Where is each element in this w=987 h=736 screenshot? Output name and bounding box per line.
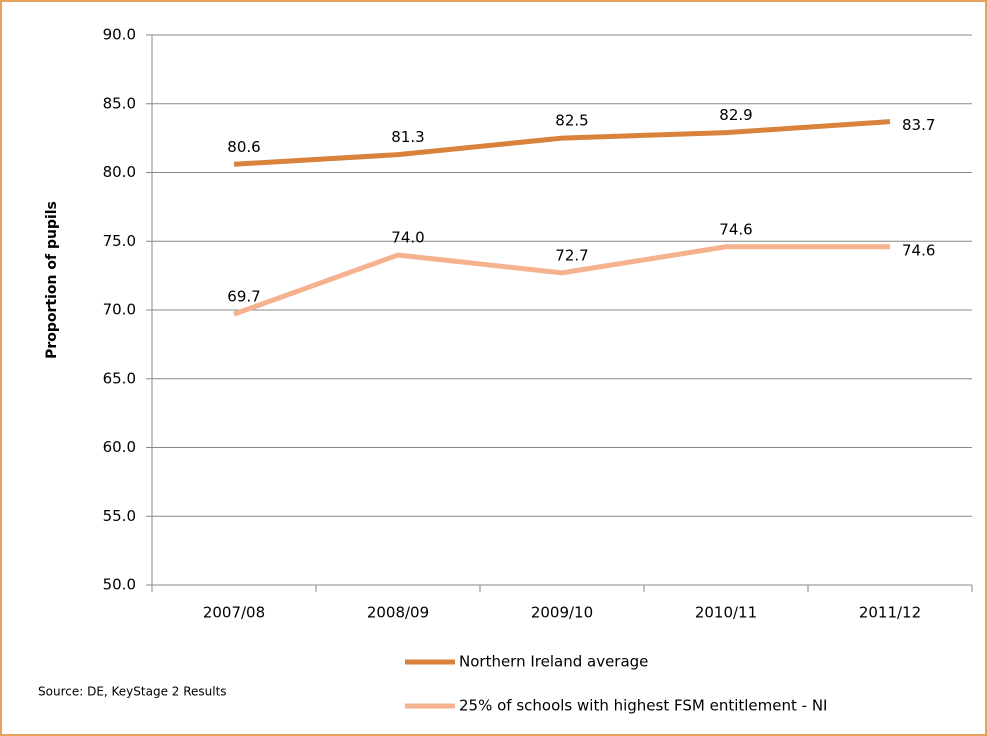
legend-label: Northern Ireland average	[459, 653, 648, 671]
data-label: 81.3	[391, 128, 424, 146]
y-axis-label: Proportion of pupils	[44, 201, 60, 359]
series-line	[233, 244, 890, 317]
series-line	[233, 119, 891, 167]
data-label: 74.0	[391, 229, 424, 247]
x-tick-label: 2009/10	[531, 604, 593, 622]
data-label: 74.6	[902, 241, 935, 259]
y-tick-label: 85.0	[103, 94, 136, 112]
y-tick-label: 75.0	[103, 232, 136, 250]
x-tick-label: 2007/08	[203, 604, 265, 622]
y-tick-label: 50.0	[103, 576, 136, 594]
data-label: 82.5	[555, 112, 588, 130]
y-tick-label: 60.0	[103, 438, 136, 456]
y-tick-label: 80.0	[103, 163, 136, 181]
x-tick-label: 2008/09	[367, 604, 429, 622]
y-tick-label: 90.0	[103, 26, 136, 44]
x-tick-label: 2010/11	[695, 604, 757, 622]
data-label: 80.6	[227, 138, 260, 156]
data-label: 83.7	[902, 116, 935, 134]
data-label: 82.9	[719, 106, 752, 124]
data-label: 72.7	[555, 246, 588, 264]
source-note: Source: DE, KeyStage 2 Results	[38, 685, 227, 699]
x-tick-label: 2011/12	[859, 604, 921, 622]
y-tick-label: 70.0	[103, 301, 136, 319]
y-tick-label: 65.0	[103, 369, 136, 387]
legend-label: 25% of schools with highest FSM entitlem…	[459, 697, 827, 715]
y-tick-label: 55.0	[103, 507, 136, 525]
data-label: 74.6	[719, 220, 752, 238]
data-label: 69.7	[227, 288, 260, 306]
